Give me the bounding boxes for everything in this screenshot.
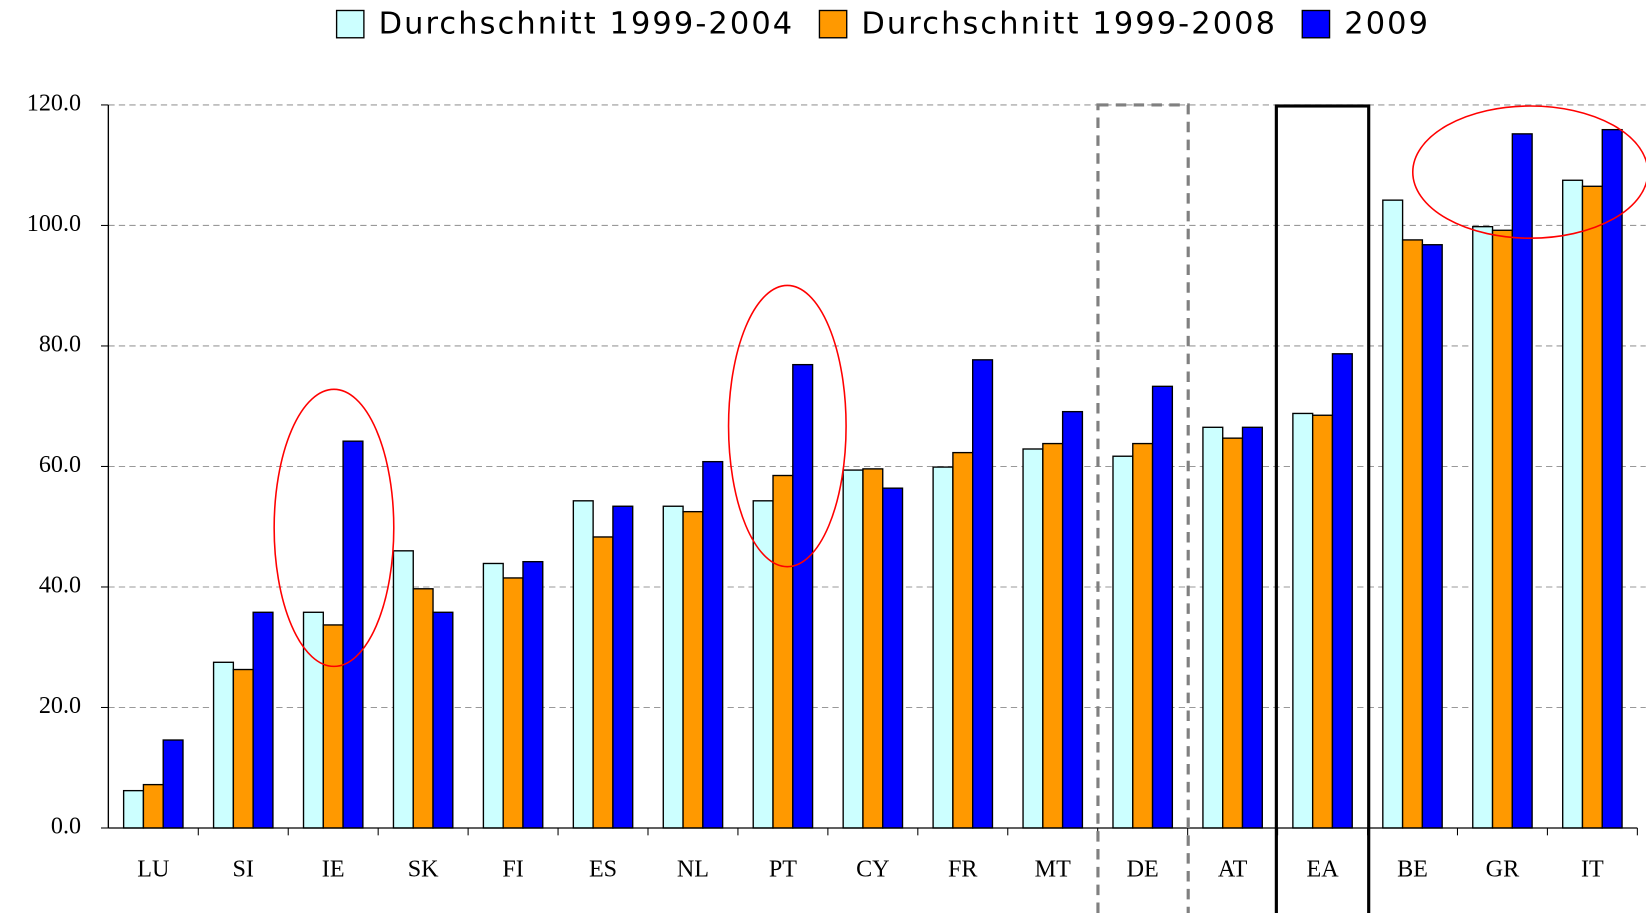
bar — [682, 510, 704, 829]
x-tick-label: FR — [948, 856, 978, 883]
bar — [232, 668, 254, 829]
highlight-ellipse — [1412, 105, 1646, 239]
legend-item: Durchschnitt 1999-2008 — [818, 7, 1277, 42]
bar — [1601, 128, 1623, 829]
x-tick-label: ES — [589, 856, 617, 883]
bar — [772, 474, 794, 829]
x-tick-label: IE — [322, 856, 345, 883]
bar — [1241, 426, 1263, 829]
bar — [392, 550, 414, 829]
bar — [142, 783, 164, 829]
legend: Durchschnitt 1999-2004 Durchschnitt 1999-… — [335, 7, 1430, 42]
y-tick-label: 20.0 — [39, 692, 81, 719]
bars — [122, 128, 1623, 829]
bar — [502, 577, 524, 829]
bar — [972, 359, 994, 829]
bar — [572, 500, 594, 829]
bar — [302, 611, 324, 829]
x-tick-label: AT — [1218, 856, 1248, 883]
bar — [522, 560, 544, 829]
bar — [1112, 455, 1134, 829]
bar — [482, 562, 504, 829]
highlight-box — [1274, 104, 1371, 913]
legend-swatch — [335, 9, 365, 39]
bar — [1202, 426, 1224, 829]
bar — [952, 451, 974, 829]
bar — [1562, 179, 1584, 829]
x-tick-label: MT — [1035, 856, 1071, 883]
highlight-box — [1096, 103, 1190, 913]
bar — [122, 789, 145, 829]
bar — [212, 661, 235, 829]
bar — [1042, 442, 1064, 829]
y-tick-label: 40.0 — [39, 572, 81, 599]
x-tick-label: GR — [1486, 856, 1520, 883]
legend-item: 2009 — [1301, 7, 1430, 42]
bar — [1311, 414, 1334, 829]
x-tick-label: BE — [1397, 856, 1428, 883]
bar — [792, 363, 814, 829]
bar — [322, 624, 344, 829]
bar — [1222, 437, 1244, 829]
bar — [842, 469, 864, 829]
x-tick-label: IT — [1581, 856, 1604, 883]
y-tick-label: 100.0 — [27, 210, 81, 237]
bar — [1132, 442, 1154, 829]
bar — [592, 536, 614, 829]
bar — [1401, 239, 1424, 829]
highlight-ellipse — [727, 284, 847, 568]
x-tick-label: SK — [408, 856, 439, 883]
bar — [1581, 185, 1603, 829]
bar — [1151, 385, 1174, 829]
bar — [1491, 229, 1514, 829]
x-tick-label: LU — [137, 856, 169, 883]
x-tick-label: SI — [233, 856, 254, 883]
legend-label: Durchschnitt 1999-2008 — [861, 7, 1277, 42]
legend-item: Durchschnitt 1999-2004 — [335, 7, 795, 42]
bar — [162, 739, 184, 829]
bar — [862, 468, 884, 829]
bar — [252, 611, 274, 829]
y-tick-label: 0.0 — [51, 813, 81, 840]
x-tick-label: CY — [856, 856, 890, 883]
bar — [1472, 225, 1494, 829]
bar — [1331, 353, 1353, 829]
x-tick-label: EA — [1306, 856, 1339, 883]
x-tick-label: PT — [769, 856, 797, 883]
bar — [882, 487, 904, 829]
bar — [412, 588, 434, 829]
bar — [1022, 448, 1044, 829]
bar — [932, 466, 954, 829]
legend-label: 2009 — [1344, 7, 1430, 42]
x-tick-label: NL — [677, 856, 709, 883]
legend-swatch — [1301, 9, 1331, 39]
bar — [612, 505, 634, 829]
legend-swatch — [818, 9, 848, 39]
bar — [1382, 199, 1404, 829]
bar — [342, 440, 364, 829]
y-tick-label: 80.0 — [39, 330, 81, 357]
x-tick-label: FI — [502, 856, 523, 883]
y-tick-label: 60.0 — [39, 451, 81, 478]
axes: 0.0 20.0 40.0 60.0 80.0 100.0 120.0 LU SI IE SK FI E… — [27, 89, 1638, 883]
bar — [1421, 244, 1443, 829]
bar — [662, 505, 684, 829]
bar — [1292, 412, 1314, 829]
bar — [432, 611, 454, 829]
y-tick-label: 120.0 — [27, 89, 81, 116]
legend-label: Durchschnitt 1999-2004 — [379, 7, 795, 42]
bar — [702, 460, 724, 829]
highlight-ellipse — [273, 388, 395, 668]
x-tick-label: DE — [1127, 856, 1159, 883]
bar — [1061, 410, 1084, 829]
bar — [752, 500, 774, 829]
